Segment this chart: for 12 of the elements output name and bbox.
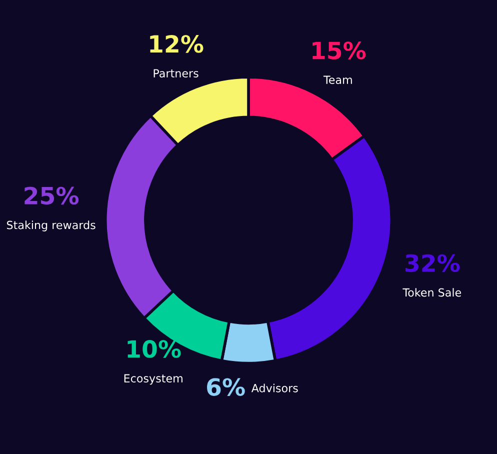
data-label: 15% [312, 42, 366, 60]
slice-label: Staking rewards [6, 220, 96, 232]
slice-label: Team [323, 76, 352, 84]
slice-label: Ecosystem [124, 374, 182, 385]
slice-label: Advisors [251, 384, 298, 392]
data-label: 12% [150, 34, 204, 53]
data-label: 10% [128, 340, 181, 358]
data-label: 32% [405, 254, 460, 272]
slice-label: Partners [154, 69, 198, 78]
data-label: 6% [207, 378, 245, 396]
data-label: 25% [24, 186, 79, 205]
slice-label: Token Sale [402, 288, 462, 297]
